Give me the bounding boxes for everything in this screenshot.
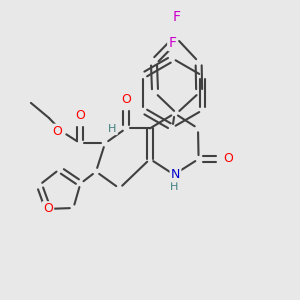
Text: O: O xyxy=(76,109,85,122)
Text: O: O xyxy=(223,152,232,166)
Text: N: N xyxy=(171,168,180,181)
Text: H: H xyxy=(170,182,178,192)
Text: H: H xyxy=(108,124,117,134)
Text: F: F xyxy=(169,36,176,50)
Text: O: O xyxy=(121,93,131,106)
Text: F: F xyxy=(173,10,181,24)
Text: O: O xyxy=(43,202,53,215)
Text: O: O xyxy=(52,125,62,138)
